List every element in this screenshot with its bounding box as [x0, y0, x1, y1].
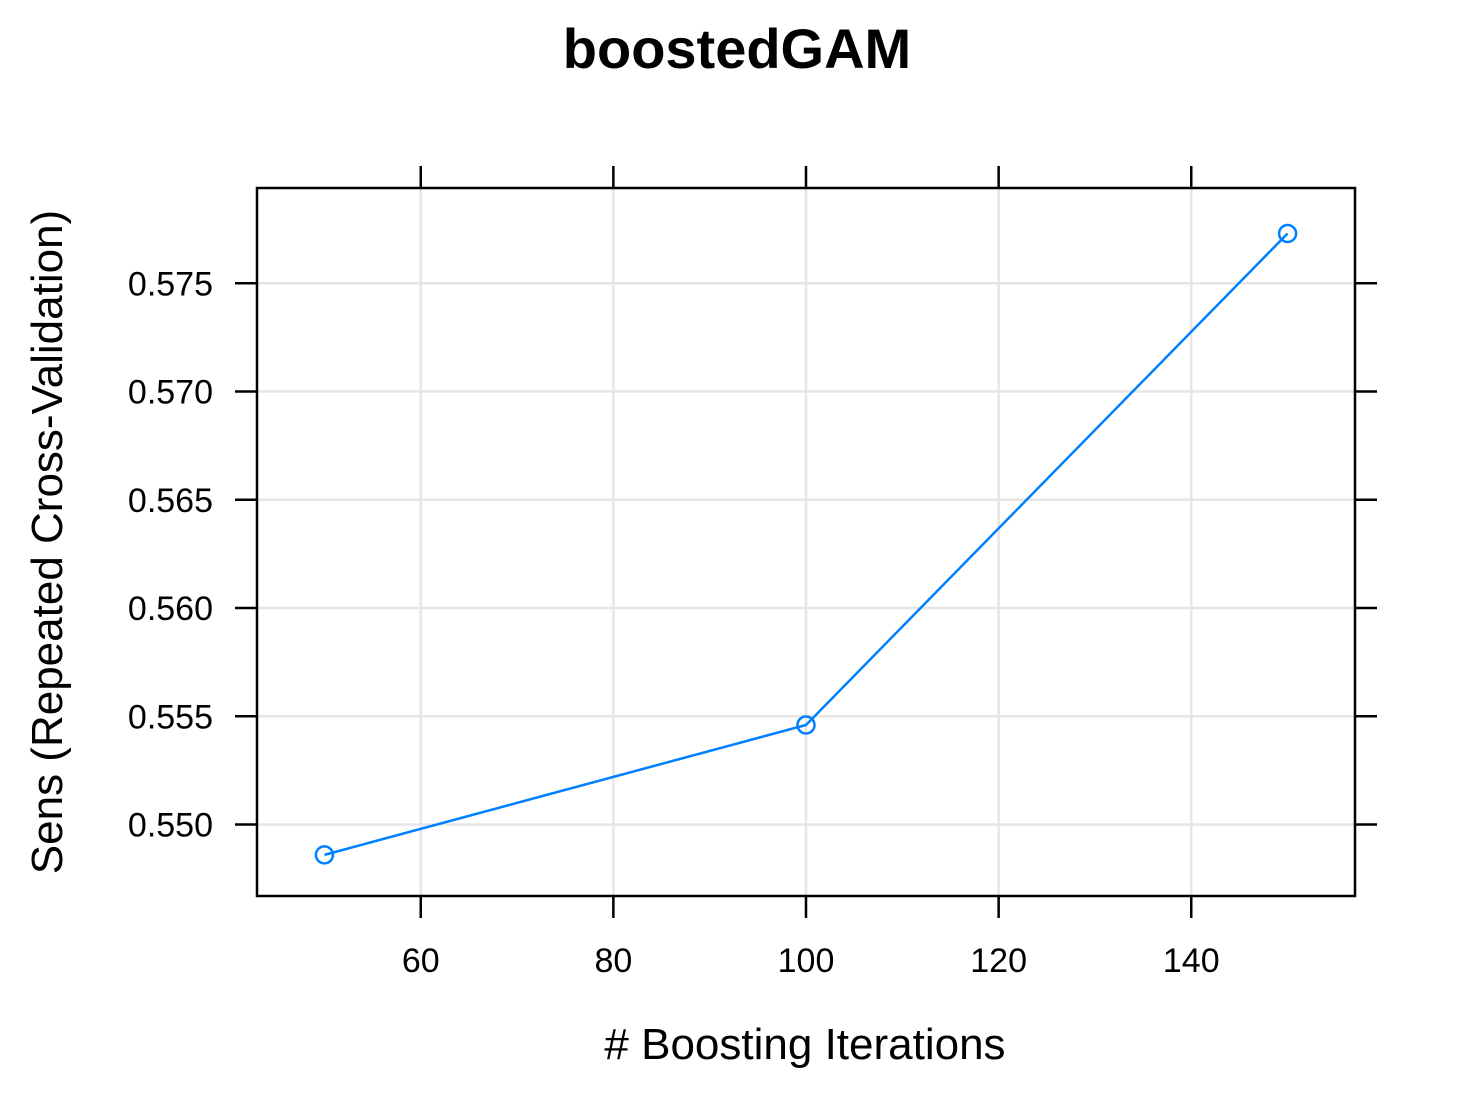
y-tick-label: 0.575: [128, 265, 213, 303]
x-axis-label: # Boosting Iterations: [604, 1020, 1005, 1069]
y-tick-label: 0.565: [128, 482, 213, 520]
y-tick-label: 0.555: [128, 698, 213, 736]
tick-labels: 60 80 100 120 140 0.550 0.555 0.560 0.565 0.570 0.…: [128, 265, 1220, 980]
axis-ticks: [235, 166, 1377, 918]
y-tick-label: 0.570: [128, 374, 213, 412]
data-point: [314, 845, 335, 865]
x-tick-label: 80: [594, 942, 632, 980]
y-tick-label: 0.560: [128, 590, 213, 628]
x-tick-label: 100: [778, 942, 835, 980]
data-point: [1277, 223, 1298, 244]
grid: [257, 188, 1355, 896]
x-tick-label: 140: [1163, 942, 1220, 980]
series-line: [324, 232, 1289, 857]
y-tick-label: 0.550: [128, 807, 213, 845]
y-axis-label: Sens (Repeated Cross-Validation): [23, 210, 72, 874]
chart-title: boostedGAM: [563, 17, 911, 80]
series: [314, 223, 1298, 865]
x-tick-label: 60: [402, 942, 440, 980]
data-point: [796, 715, 816, 735]
x-tick-label: 120: [970, 942, 1027, 980]
